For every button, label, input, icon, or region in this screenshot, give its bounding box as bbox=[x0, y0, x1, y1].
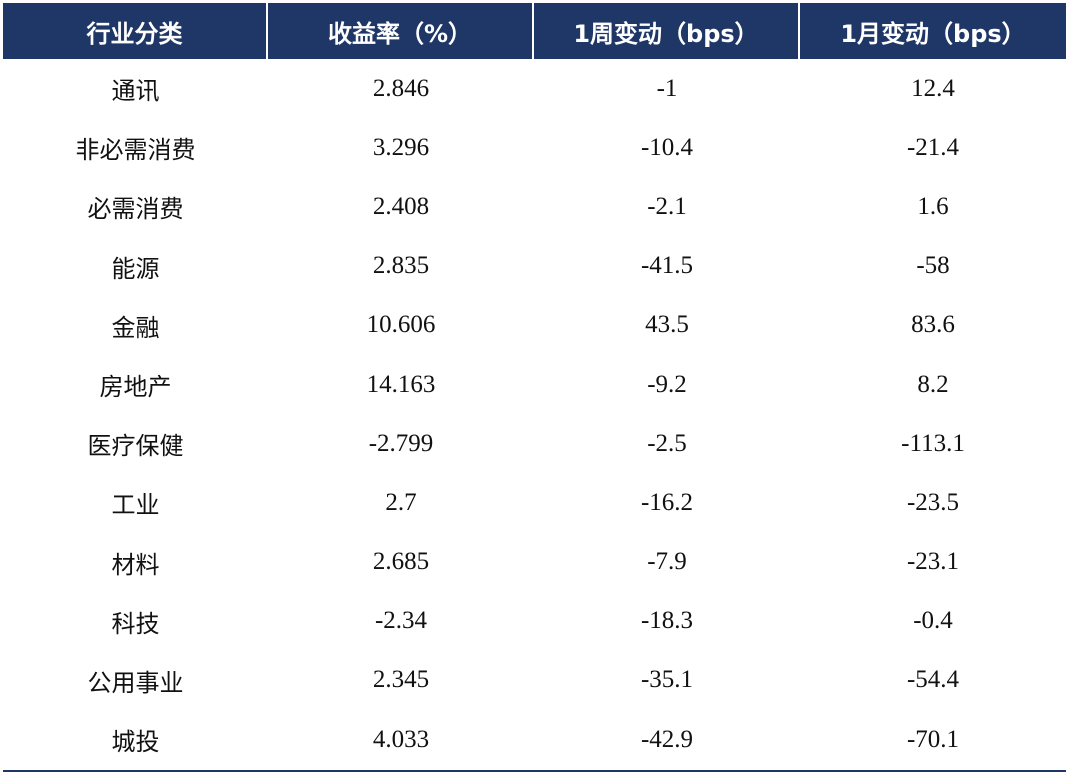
table-row: 房地产 14.163 -9.2 8.2 bbox=[3, 355, 1066, 414]
yield-cell: 4.033 bbox=[372, 725, 430, 753]
header-sector: 行业分类 bbox=[3, 3, 268, 59]
bottom-rule bbox=[3, 770, 1066, 772]
week-change-cell: -7.9 bbox=[647, 548, 687, 576]
sector-cell: 必需消费 bbox=[87, 195, 184, 224]
sector-cell: 材料 bbox=[111, 550, 160, 579]
sector-cell: 工业 bbox=[111, 491, 160, 520]
month-change-cell: -70.1 bbox=[906, 725, 960, 753]
table-body: 通讯 2.846 -1 12.4 非必需消费 3.296 -10.4 -21.4 必需消费 2.4… bbox=[3, 59, 1066, 769]
sector-cell: 医疗保健 bbox=[87, 432, 184, 461]
sector-cell: 城投 bbox=[111, 728, 160, 757]
table-row: 材料 2.685 -7.9 -23.1 bbox=[3, 533, 1066, 592]
table-row: 工业 2.7 -16.2 -23.5 bbox=[3, 473, 1066, 532]
table-row: 非必需消费 3.296 -10.4 -21.4 bbox=[3, 118, 1066, 177]
sector-cell: 科技 bbox=[111, 609, 160, 638]
sector-yield-table: 行业分类 收益率（%） 1周变动（bps） 1月变动（bps） 通讯 2.846 -… bbox=[3, 3, 1066, 769]
month-change-cell: -23.1 bbox=[906, 548, 960, 576]
header-1m-change: 1月变动（bps） bbox=[800, 3, 1066, 59]
yield-cell: 2.835 bbox=[372, 252, 430, 280]
week-change-cell: -10.4 bbox=[640, 133, 694, 161]
week-change-cell: -16.2 bbox=[640, 488, 694, 516]
month-change-cell: 1.6 bbox=[917, 192, 949, 220]
sector-cell: 公用事业 bbox=[87, 668, 184, 697]
sector-cell: 金融 bbox=[111, 313, 160, 342]
week-change-cell: -42.9 bbox=[640, 725, 694, 753]
table-header: 行业分类 收益率（%） 1周变动（bps） 1月变动（bps） bbox=[3, 3, 1066, 59]
week-change-cell: -2.5 bbox=[647, 429, 687, 457]
yield-cell: 2.846 bbox=[372, 74, 430, 102]
month-change-cell: 8.2 bbox=[917, 370, 949, 398]
month-change-cell: -23.5 bbox=[906, 488, 960, 516]
table-row: 金融 10.606 43.5 83.6 bbox=[3, 296, 1066, 355]
table-row: 医疗保健 -2.799 -2.5 -113.1 bbox=[3, 414, 1066, 473]
sector-cell: 非必需消费 bbox=[75, 136, 196, 165]
sector-cell: 能源 bbox=[111, 254, 160, 283]
sector-cell: 房地产 bbox=[99, 373, 172, 402]
yield-cell: 14.163 bbox=[366, 370, 436, 398]
header-1w-change: 1周变动（bps） bbox=[534, 3, 800, 59]
table-row: 城投 4.033 -42.9 -70.1 bbox=[3, 710, 1066, 769]
sector-cell: 通讯 bbox=[111, 77, 160, 106]
yield-cell: 2.345 bbox=[372, 666, 430, 694]
yield-cell: -2.34 bbox=[374, 607, 428, 635]
week-change-cell: -2.1 bbox=[647, 192, 687, 220]
yield-cell: 2.7 bbox=[385, 488, 417, 516]
week-change-cell: -35.1 bbox=[640, 666, 694, 694]
yield-cell: 2.408 bbox=[372, 192, 430, 220]
table-row: 必需消费 2.408 -2.1 1.6 bbox=[3, 177, 1066, 236]
week-change-cell: -1 bbox=[656, 74, 678, 102]
header-yield: 收益率（%） bbox=[268, 3, 534, 59]
table-row: 科技 -2.34 -18.3 -0.4 bbox=[3, 592, 1066, 651]
month-change-cell: -54.4 bbox=[906, 666, 960, 694]
yield-cell: 2.685 bbox=[372, 548, 430, 576]
yield-cell: -2.799 bbox=[368, 429, 434, 457]
month-change-cell: -0.4 bbox=[913, 607, 953, 635]
week-change-cell: 43.5 bbox=[645, 311, 689, 339]
week-change-cell: -9.2 bbox=[647, 370, 687, 398]
month-change-cell: 83.6 bbox=[911, 311, 955, 339]
header-row: 行业分类 收益率（%） 1周变动（bps） 1月变动（bps） bbox=[3, 3, 1066, 59]
week-change-cell: -41.5 bbox=[640, 252, 694, 280]
yield-cell: 3.296 bbox=[372, 133, 430, 161]
week-change-cell: -18.3 bbox=[640, 607, 694, 635]
month-change-cell: 12.4 bbox=[911, 74, 955, 102]
month-change-cell: -58 bbox=[916, 252, 950, 280]
table-row: 公用事业 2.345 -35.1 -54.4 bbox=[3, 651, 1066, 710]
month-change-cell: -21.4 bbox=[906, 133, 960, 161]
month-change-cell: -113.1 bbox=[901, 429, 965, 457]
table-row: 通讯 2.846 -1 12.4 bbox=[3, 59, 1066, 118]
yield-cell: 10.606 bbox=[366, 311, 436, 339]
table-row: 能源 2.835 -41.5 -58 bbox=[3, 237, 1066, 296]
